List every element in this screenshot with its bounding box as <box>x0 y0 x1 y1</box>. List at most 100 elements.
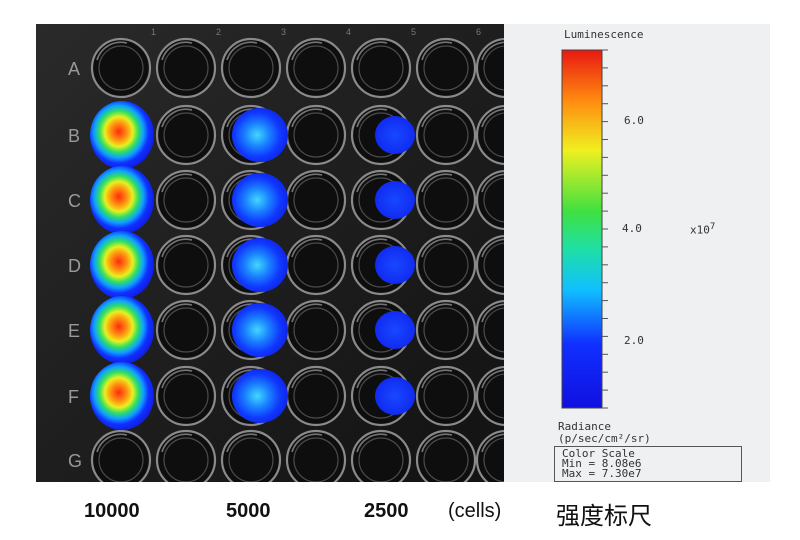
plate-well <box>415 365 477 427</box>
plate-well <box>285 299 347 361</box>
column-label: 3 <box>281 27 286 37</box>
plate-well-highlight <box>161 173 193 193</box>
tick-label-2: 2.0 <box>624 334 644 347</box>
plate-well <box>475 37 504 99</box>
plate-well-inner-rim <box>163 45 209 91</box>
plate-well-inner-rim <box>358 45 404 91</box>
column-label: 6 <box>476 27 481 37</box>
plate-well-inner-rim <box>163 307 209 353</box>
plate-well-highlight <box>161 303 193 323</box>
signal-5000-cells <box>232 108 288 162</box>
plate-well-inner-rim <box>163 242 209 288</box>
plate-well-highlight <box>421 108 453 128</box>
plate-well-inner-rim <box>293 437 339 482</box>
plate-well-highlight <box>291 108 323 128</box>
radiance-unit: (p/sec/cm²/sr) <box>558 432 651 445</box>
plate-well <box>285 234 347 296</box>
plate-well <box>155 37 217 99</box>
plate-well-inner-rim <box>163 177 209 223</box>
plate-well <box>285 37 347 99</box>
plate-well <box>285 429 347 482</box>
plate-well <box>155 299 217 361</box>
plate-well-inner-rim <box>423 177 469 223</box>
color-bar <box>561 49 603 409</box>
signal-5000-cells <box>232 238 288 292</box>
plate-well-highlight <box>161 238 193 258</box>
plate-well-inner-rim <box>423 373 469 419</box>
row-label: D <box>68 256 81 276</box>
color-scale-title: Color Scale <box>562 447 635 460</box>
plate-well-inner-rim <box>423 112 469 158</box>
signal-10000-cells <box>90 101 154 169</box>
signal-2500-cells <box>375 311 415 349</box>
plate-well-inner-rim <box>423 437 469 482</box>
plate-well <box>475 234 504 296</box>
plate-well-inner-rim <box>483 242 504 288</box>
plate-labels-group: ABCDEFG1234567 <box>68 27 481 471</box>
color-scale-min: Min = 8.08e6 <box>562 457 642 470</box>
plate-well <box>285 104 347 166</box>
cells-unit-label: (cells) <box>448 500 502 522</box>
plate-well-inner-rim <box>98 45 144 91</box>
plate-well <box>155 169 217 231</box>
radiance-label: Radiance <box>558 420 611 433</box>
row-label: E <box>68 321 80 341</box>
plate-well-highlight <box>421 369 453 389</box>
plate-well-highlight <box>481 238 504 258</box>
plate-well <box>350 429 412 482</box>
row-label: G <box>68 451 82 471</box>
plate-well <box>415 104 477 166</box>
plate-well-highlight <box>356 369 388 389</box>
plate-well <box>475 169 504 231</box>
plate-well-highlight <box>481 303 504 323</box>
plate-well-highlight <box>421 41 453 61</box>
plate-well-highlight <box>291 173 323 193</box>
plate-well <box>475 299 504 361</box>
plate-well <box>415 37 477 99</box>
plate-well-inner-rim <box>483 45 504 91</box>
plate-well-inner-rim <box>483 373 504 419</box>
plate-well-highlight <box>161 41 193 61</box>
plate-well <box>90 429 152 482</box>
plate-well <box>155 104 217 166</box>
plate-well <box>155 429 217 482</box>
plate-well-inner-rim <box>98 437 144 482</box>
plate-well <box>155 365 217 427</box>
plate-well-highlight <box>356 41 388 61</box>
signal-10000-cells <box>90 166 154 234</box>
plate-well <box>475 429 504 482</box>
plate-well-highlight <box>161 108 193 128</box>
signal-2500-cells <box>375 116 415 154</box>
plate-well-highlight <box>356 433 388 453</box>
plate-well <box>415 234 477 296</box>
plate-well-inner-rim <box>483 112 504 158</box>
label-2500-cells: 2500 <box>364 500 409 522</box>
plate-well-inner-rim <box>163 112 209 158</box>
color-scale-max: Max = 7.30e7 <box>562 467 642 480</box>
tick-label-6: 6.0 <box>624 114 644 127</box>
plate-well-highlight <box>96 41 128 61</box>
plate-well-inner-rim <box>423 307 469 353</box>
intensity-scale-caption: 强度标尺 <box>556 503 652 530</box>
signal-10000-cells <box>90 362 154 430</box>
plate-well-highlight <box>481 108 504 128</box>
plate-well-highlight <box>161 433 193 453</box>
plate-well-highlight <box>356 173 388 193</box>
plate-well-highlight <box>226 41 258 61</box>
scale-title: Luminescence <box>564 28 644 41</box>
plate-well <box>285 169 347 231</box>
column-label: 1 <box>151 27 156 37</box>
plate-well <box>155 234 217 296</box>
plate-well-highlight <box>226 433 258 453</box>
plate-well <box>415 299 477 361</box>
plate-well <box>220 37 282 99</box>
plate-well-inner-rim <box>423 242 469 288</box>
plate-well-highlight <box>421 173 453 193</box>
signal-10000-cells <box>90 296 154 364</box>
plate-well <box>90 37 152 99</box>
plate-well <box>285 365 347 427</box>
plate-well-highlight <box>291 433 323 453</box>
well-plate-graphic: ABCDEFG1234567 <box>36 24 504 482</box>
tick-label-4: 4.0 <box>622 222 642 235</box>
plate-well-inner-rim <box>163 437 209 482</box>
